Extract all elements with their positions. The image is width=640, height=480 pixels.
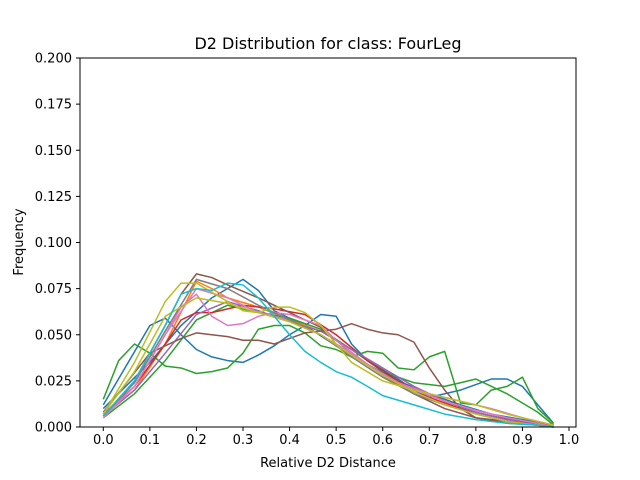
x-tick-label: 0.1 xyxy=(140,433,161,448)
series-line-2 xyxy=(102,278,554,426)
x-tick-label: 0.4 xyxy=(279,433,300,448)
y-tick-label: 0.175 xyxy=(35,98,72,113)
x-axis-label: Relative D2 Distance xyxy=(260,456,396,471)
series-line-15 xyxy=(102,282,554,428)
y-tick-label: 0.000 xyxy=(35,421,72,436)
y-tick-label: 0.150 xyxy=(35,144,72,159)
y-tick-label: 0.075 xyxy=(35,282,72,297)
x-tick-label: 0.3 xyxy=(233,433,254,448)
series-line-4 xyxy=(102,324,555,424)
x-tick-label: 0.2 xyxy=(186,433,207,448)
y-tick-label: 0.050 xyxy=(35,328,72,343)
x-tick-label: 1.0 xyxy=(559,433,580,448)
x-tick-label: 0.5 xyxy=(326,433,347,448)
x-tick-label: 0.0 xyxy=(93,433,114,448)
x-tick-label: 0.8 xyxy=(466,433,487,448)
axes-frame xyxy=(79,57,577,428)
y-tick-label: 0.125 xyxy=(35,190,72,205)
series-line-1 xyxy=(102,313,555,424)
y-tick-label: 0.025 xyxy=(35,374,72,389)
series-line-14 xyxy=(102,297,554,428)
y-tick-label: 0.200 xyxy=(35,52,72,67)
y-axis-label: Frequency xyxy=(12,208,27,275)
x-tick-label: 0.9 xyxy=(512,433,533,448)
series-line-13 xyxy=(102,282,554,426)
x-tick-label: 0.7 xyxy=(419,433,440,448)
x-tick-label: 0.6 xyxy=(372,433,393,448)
series-layer xyxy=(102,273,555,428)
plot-area xyxy=(80,58,576,427)
ticks-layer: 0.0 0.1 0.2 0.3 0.4 0.5 0.6 0.7 0.8 0.9 1.0 0.000 0.… xyxy=(35,52,580,449)
chart-title: D2 Distribution for class: FourLeg xyxy=(194,34,461,53)
y-tick-label: 0.100 xyxy=(35,236,72,251)
